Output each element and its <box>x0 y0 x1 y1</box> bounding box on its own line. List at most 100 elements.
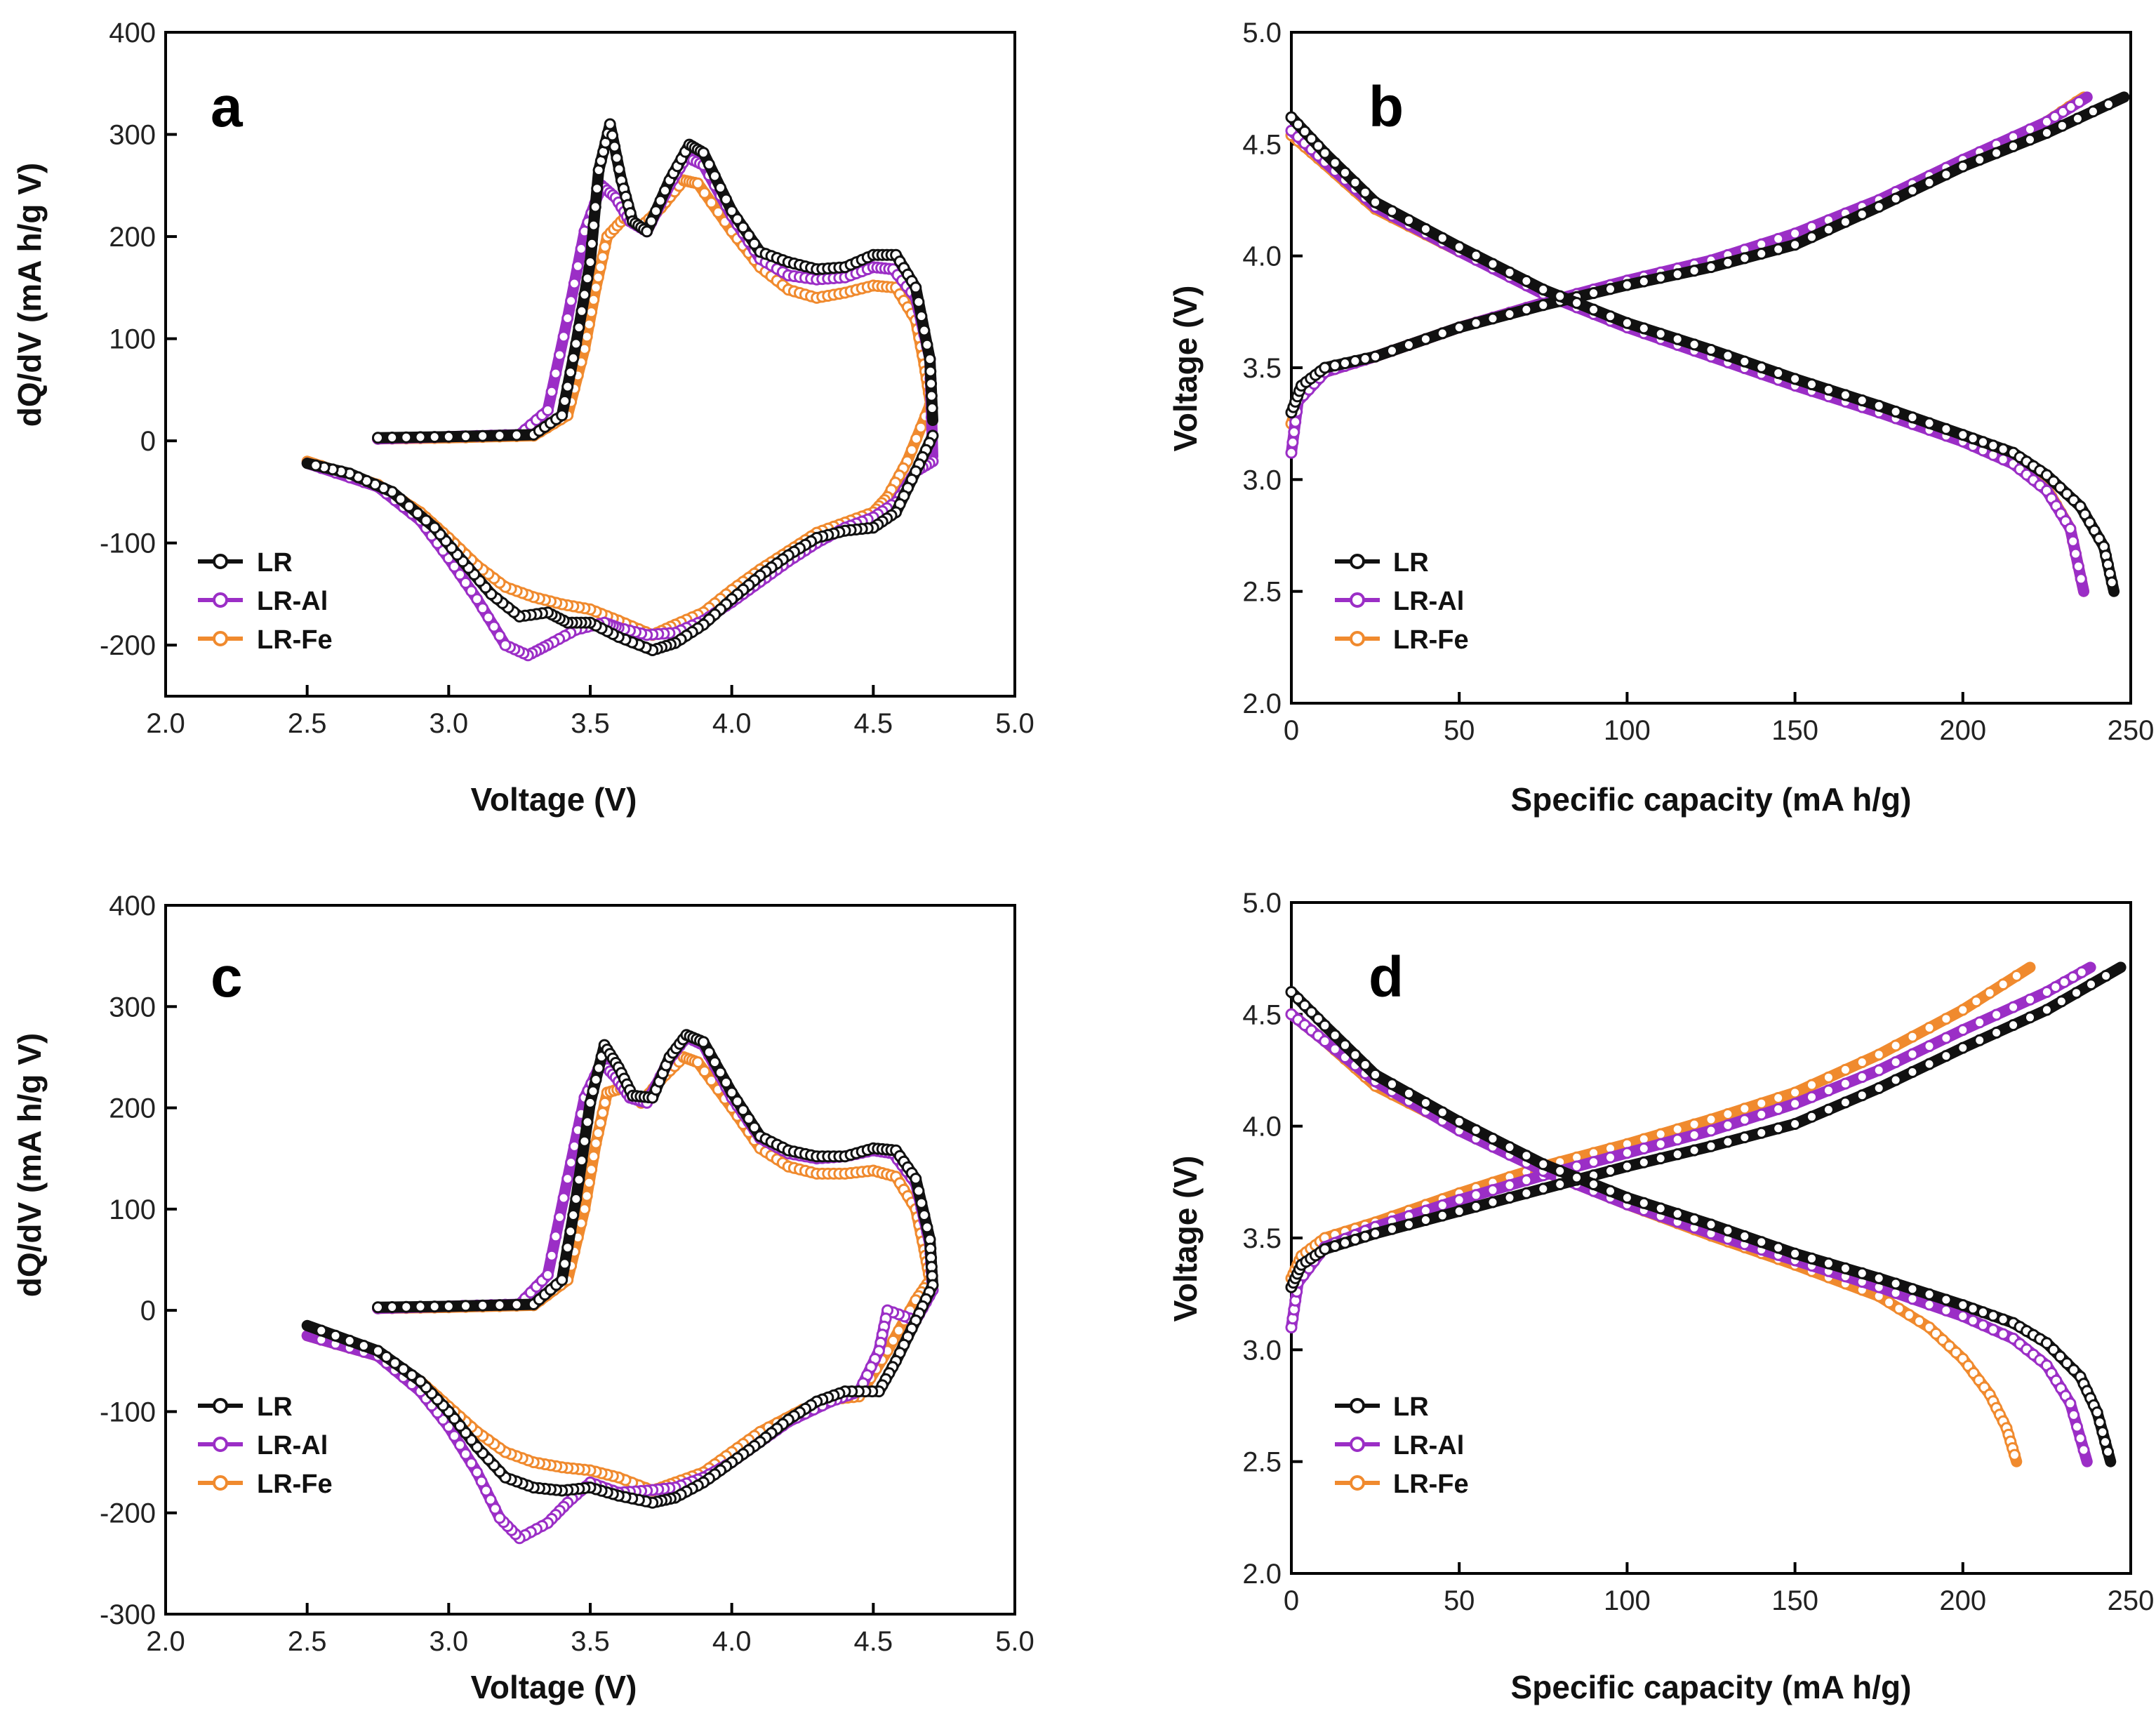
series-lr-al-point <box>471 593 484 606</box>
series-lr-point <box>1339 357 1351 370</box>
series-lr-al-point <box>1772 232 1785 245</box>
series-lr-al-point <box>1705 1124 1717 1137</box>
x-tick-label: 200 <box>1939 1585 1986 1616</box>
series-lr-al-point <box>1806 1091 1818 1103</box>
series-lr-point <box>1906 185 1919 197</box>
series-lr-point <box>731 1095 744 1107</box>
series-lr-point <box>1637 322 1650 335</box>
series-lr-point <box>1554 1178 1566 1190</box>
series-lr-al-point <box>561 1173 574 1185</box>
series-lr-point <box>1889 192 1902 205</box>
series-lr-point <box>1772 1241 1785 1254</box>
series-lr-point <box>1906 1283 1919 1296</box>
series-lr-point <box>406 1369 418 1381</box>
series-lr-al-point <box>1588 1156 1600 1168</box>
series-lr-point <box>1997 443 2009 455</box>
series-lr-fe-point <box>1856 1056 1868 1068</box>
series-lr-point <box>2024 133 2036 146</box>
x-tick-label: 50 <box>1444 1585 1475 1616</box>
series-lr-point <box>915 310 928 323</box>
series-lr-point <box>403 500 415 512</box>
series-lr-point <box>1486 1196 1499 1208</box>
y-tick-label: -100 <box>100 1397 156 1427</box>
series-lr-al-point <box>2071 1420 2083 1433</box>
series-lr-point <box>1957 1041 1969 1054</box>
series-lr-point <box>394 493 407 505</box>
series-lr-point <box>581 272 594 285</box>
series-lr-fe-point <box>1889 1039 1902 1052</box>
series-lr-point <box>1298 999 1311 1012</box>
series-lr-fe-point <box>597 1107 609 1119</box>
series-lr-point <box>1312 140 1324 152</box>
series-lr-point <box>1987 439 1999 452</box>
series-lr-point <box>1637 275 1650 288</box>
series-lr-fe-point <box>1970 995 1983 1008</box>
y-tick-label: 5.0 <box>1242 888 1282 919</box>
series-lr-al-point <box>499 639 512 651</box>
series-lr-fe-point <box>592 271 604 284</box>
panel-letter: a <box>211 75 244 139</box>
series-lr-al-point <box>1872 1064 1885 1077</box>
legend: LR LR-Al LR-Fe <box>198 548 333 655</box>
y-tick-label: 2.5 <box>1242 1447 1282 1478</box>
series-lr-point <box>1806 1252 1818 1265</box>
series-lr-point <box>1957 429 1969 441</box>
series-lr-al-point <box>1940 1304 1952 1317</box>
series-lr-point <box>1359 1230 1371 1243</box>
series-lr-point <box>703 1046 715 1058</box>
series-lr-point <box>1654 328 1667 340</box>
x-tick-label: 250 <box>2108 715 2155 746</box>
series-lr-al-point <box>1957 1024 1969 1037</box>
series-lr-point <box>493 1299 506 1312</box>
series-lr-point <box>1503 1192 1516 1204</box>
series-lr-fe-point <box>578 1203 591 1216</box>
x-tick-label: 3.0 <box>430 708 469 739</box>
series-lr-al-point <box>1974 1016 1986 1029</box>
series-lr-point <box>2024 1011 2036 1024</box>
x-tick-label: 50 <box>1444 715 1475 746</box>
series-lr-point <box>1554 290 1566 302</box>
y-tick-label: 3.0 <box>1242 1335 1282 1366</box>
series-lr-point <box>737 1104 750 1117</box>
series-lr-point <box>575 305 588 317</box>
series-lr-fe-point <box>1755 1097 1768 1110</box>
series-lr-point <box>1872 1082 1885 1094</box>
series-lr-fe-point <box>585 1164 598 1176</box>
series-lr-point <box>1755 248 1768 260</box>
series-lr-point <box>1339 1237 1351 1249</box>
series-lr-al-point <box>493 1512 506 1524</box>
series-lr-point <box>1789 1118 1802 1130</box>
series-lr-point <box>564 366 577 379</box>
series-lr-fe-point <box>599 241 611 253</box>
series-lr-point <box>372 432 384 444</box>
series-lr-point <box>1974 1034 1986 1046</box>
y-tick-label: 2.0 <box>1242 1559 1282 1590</box>
series-lr-al-point <box>465 585 478 597</box>
series-lr-point <box>1503 266 1516 279</box>
series-lr-point <box>1604 283 1616 295</box>
series-lr-point <box>1990 1027 2003 1039</box>
x-tick-label: 2.0 <box>146 1626 185 1657</box>
series-lr-point <box>442 1300 455 1312</box>
series-lr-al-point <box>1319 1035 1331 1048</box>
series-lr-point <box>585 237 598 250</box>
series-lr-point <box>1369 1068 1382 1081</box>
series-lr-point <box>926 402 938 415</box>
series-lr-al-point <box>1654 1138 1667 1150</box>
series-lr-point <box>1305 133 1318 145</box>
series-lr-al-point <box>1637 1143 1650 1154</box>
series-lr-point <box>411 507 424 519</box>
series-lr-fe-point <box>887 1334 900 1347</box>
series-lr-point <box>1738 1230 1751 1242</box>
series-lr-point <box>1453 1115 1465 1128</box>
x-tick-label: 150 <box>1771 715 1818 746</box>
series-lr-al-point <box>1923 1040 1936 1053</box>
series-lr-fe-point <box>905 444 918 456</box>
legend-label-lr-fe: LR-Fe <box>257 1470 333 1499</box>
series-lr-point <box>726 205 738 218</box>
series-lr-point <box>709 170 721 182</box>
series-lr-point <box>2105 576 2118 589</box>
y-tick-label: 300 <box>109 120 156 151</box>
series-lr-fe-point <box>698 1065 711 1078</box>
